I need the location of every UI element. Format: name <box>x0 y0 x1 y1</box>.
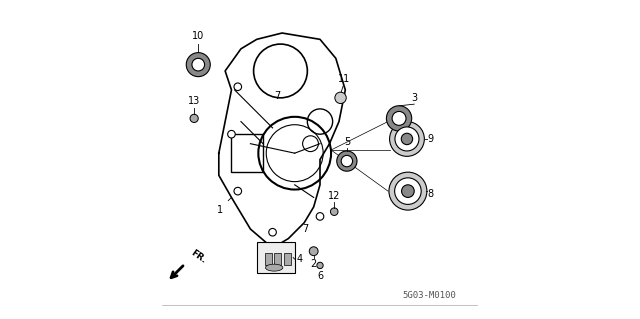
Text: 4: 4 <box>296 254 303 264</box>
Text: 2: 2 <box>310 259 317 269</box>
Circle shape <box>192 58 205 71</box>
Text: 11: 11 <box>337 74 350 84</box>
Text: 1: 1 <box>218 205 223 215</box>
Circle shape <box>316 213 324 220</box>
Bar <box>284 253 291 265</box>
Circle shape <box>309 247 318 256</box>
Text: 5G03-M0100: 5G03-M0100 <box>402 291 456 300</box>
Text: 13: 13 <box>188 96 200 106</box>
Circle shape <box>401 133 413 145</box>
Circle shape <box>389 172 427 210</box>
Text: 7: 7 <box>303 224 309 234</box>
Circle shape <box>390 122 424 156</box>
Circle shape <box>234 83 241 91</box>
Circle shape <box>330 208 338 215</box>
Circle shape <box>269 228 276 236</box>
Bar <box>257 242 294 273</box>
Circle shape <box>190 114 198 122</box>
Circle shape <box>335 92 346 104</box>
Ellipse shape <box>266 264 283 271</box>
Bar <box>265 253 271 265</box>
Bar <box>232 134 263 172</box>
Circle shape <box>341 155 353 167</box>
Circle shape <box>234 187 241 195</box>
Circle shape <box>401 185 414 197</box>
Text: 12: 12 <box>328 191 340 201</box>
Circle shape <box>186 53 211 77</box>
Text: 7: 7 <box>274 91 280 101</box>
Circle shape <box>228 130 236 138</box>
Text: 10: 10 <box>192 31 204 41</box>
Circle shape <box>387 106 412 131</box>
Circle shape <box>337 151 357 171</box>
Text: 3: 3 <box>412 93 418 103</box>
Text: 6: 6 <box>317 271 323 281</box>
Text: FR.: FR. <box>189 249 208 265</box>
Text: 9: 9 <box>428 134 434 144</box>
Circle shape <box>395 178 421 204</box>
Circle shape <box>395 127 419 151</box>
Circle shape <box>392 111 406 125</box>
Bar <box>274 253 281 265</box>
Text: 8: 8 <box>428 189 434 199</box>
Circle shape <box>317 262 323 269</box>
Text: 5: 5 <box>344 137 350 147</box>
